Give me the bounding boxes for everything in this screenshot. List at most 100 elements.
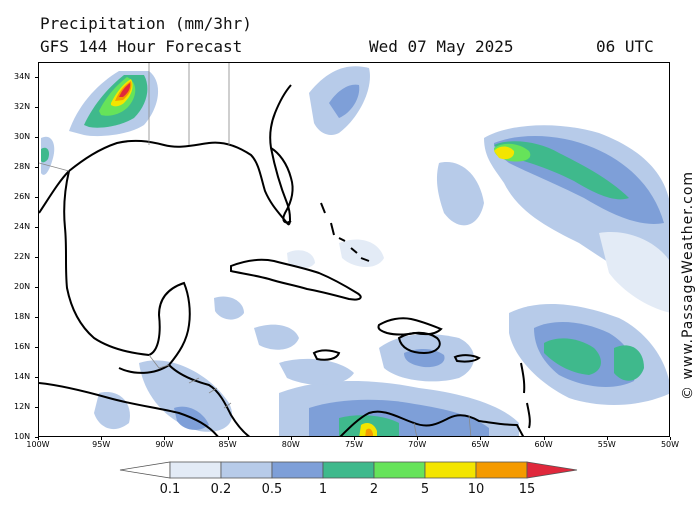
precip-area-mid-atlantic [436, 162, 484, 226]
legend-label: 2 [369, 482, 379, 497]
us-mexico-border [39, 162, 70, 172]
lat-label-20n: 20N [14, 282, 31, 291]
precip-area-gulf-coast-red [119, 83, 131, 97]
precip-area-central-america [139, 360, 233, 432]
cuba-outline [230, 258, 362, 301]
legend-label: 15 [518, 482, 536, 497]
forecast-date: Wed 07 May 2025 [369, 37, 514, 56]
lon-tick [354, 437, 355, 440]
central-america-outline [39, 382, 219, 436]
legend-label: 5 [420, 482, 430, 497]
lon-tick [227, 437, 229, 440]
precipitation-legend [119, 461, 578, 479]
legend-label: 0.2 [210, 482, 232, 497]
lat-tick [35, 77, 38, 78]
lat-label-12n: 12N [14, 402, 31, 411]
lat-tick [35, 317, 38, 318]
lat-tick [35, 377, 38, 378]
lon-tick [101, 437, 103, 440]
jamaica-outline [312, 349, 341, 361]
lat-tick [35, 227, 38, 228]
lat-label-28n: 28N [14, 162, 31, 171]
florida-outline [270, 147, 294, 224]
precip-area-west-gulf-core [41, 147, 50, 163]
lat-tick [35, 257, 38, 258]
legend-swatch [322, 461, 375, 479]
puerto-rico-outline [453, 354, 481, 363]
precip-area-colombia-peak [365, 428, 373, 436]
legend-swatch [220, 461, 273, 479]
mexico-guatemala-border [148, 354, 170, 369]
lat-tick [35, 107, 38, 108]
precip-area-cuba-south [254, 324, 299, 350]
precip-area-florida-straits [287, 250, 315, 269]
legend-label: 0.5 [261, 482, 283, 497]
legend-swatch [271, 461, 324, 479]
lat-label-32n: 32N [14, 102, 31, 111]
lon-label-60w: 60W [534, 440, 553, 449]
legend-arrow-low [119, 461, 171, 479]
lon-label-85w: 85W [218, 440, 237, 449]
precip-area-bahamas [339, 239, 384, 268]
texas-mexico-coast-outline [63, 170, 191, 374]
map-canvas [39, 63, 669, 436]
south-america-outline [339, 410, 525, 436]
lon-label-90w: 90W [155, 440, 174, 449]
lat-tick [35, 167, 38, 168]
lat-label-22n: 22N [14, 252, 31, 261]
lon-label-55w: 55W [597, 440, 616, 449]
precip-area-antilles-core [544, 338, 601, 375]
lon-tick [164, 437, 166, 440]
legend-label: 0.1 [159, 482, 181, 497]
legend-label: 1 [318, 482, 328, 497]
gulf-coast-outline [39, 84, 292, 226]
hispaniola-outline [377, 317, 443, 336]
lon-label-95w: 95W [92, 440, 111, 449]
lat-label-14n: 14N [14, 372, 31, 381]
lon-label-100w: 100W [26, 440, 50, 449]
lat-label-34n: 34N [14, 72, 31, 81]
lon-label-75w: 75W [344, 440, 364, 449]
legend-swatch [475, 461, 528, 479]
coastlines [39, 84, 531, 436]
lat-label-16n: 16N [14, 342, 31, 351]
lat-label-26n: 26N [14, 192, 31, 201]
precip-area-atlantic-yellow [494, 146, 515, 160]
legend-swatch [373, 461, 426, 479]
lon-label-70w: 70W [408, 440, 427, 449]
central-america-borders [188, 377, 232, 409]
legend-arrow-high [526, 461, 578, 479]
lon-tick [606, 437, 608, 440]
precip-area-antilles-east [614, 345, 644, 381]
precip-area-hispaniola-core [404, 349, 445, 368]
map-title: Precipitation (mm/3hr) [40, 14, 252, 33]
state-borders [148, 63, 230, 145]
passageweather-watermark: © www.PassageWeather.com [680, 170, 696, 400]
lon-tick [38, 437, 39, 440]
lon-label-80w: 80W [281, 440, 300, 449]
central-america-caribbean-outline [168, 364, 251, 436]
lat-label-18n: 18N [14, 312, 31, 321]
precip-area-carolinas-core [329, 84, 360, 118]
lon-tick [290, 437, 292, 440]
lat-tick [35, 437, 38, 438]
political-borders [39, 63, 472, 436]
lat-tick [35, 347, 38, 348]
lat-label-30n: 30N [14, 132, 31, 141]
forecast-subtitle: GFS 144 Hour Forecast [40, 37, 243, 56]
precip-area-east-atlantic [599, 232, 669, 313]
south-america-borders [413, 414, 472, 436]
lat-label-24n: 24N [14, 222, 31, 231]
legend-label: 10 [467, 482, 485, 497]
precip-area-pacific-west [94, 392, 130, 430]
legend-swatch [169, 461, 222, 479]
precip-area-yucatan-channel [214, 296, 244, 320]
lat-tick [35, 197, 38, 198]
forecast-time: 06 UTC [596, 37, 654, 56]
bahamas-outline [320, 202, 370, 262]
legend-swatch [424, 461, 477, 479]
lon-tick [417, 437, 419, 440]
precipitation-field [41, 66, 669, 436]
lon-label-50w: 50W [660, 440, 680, 449]
lat-tick [35, 137, 38, 138]
